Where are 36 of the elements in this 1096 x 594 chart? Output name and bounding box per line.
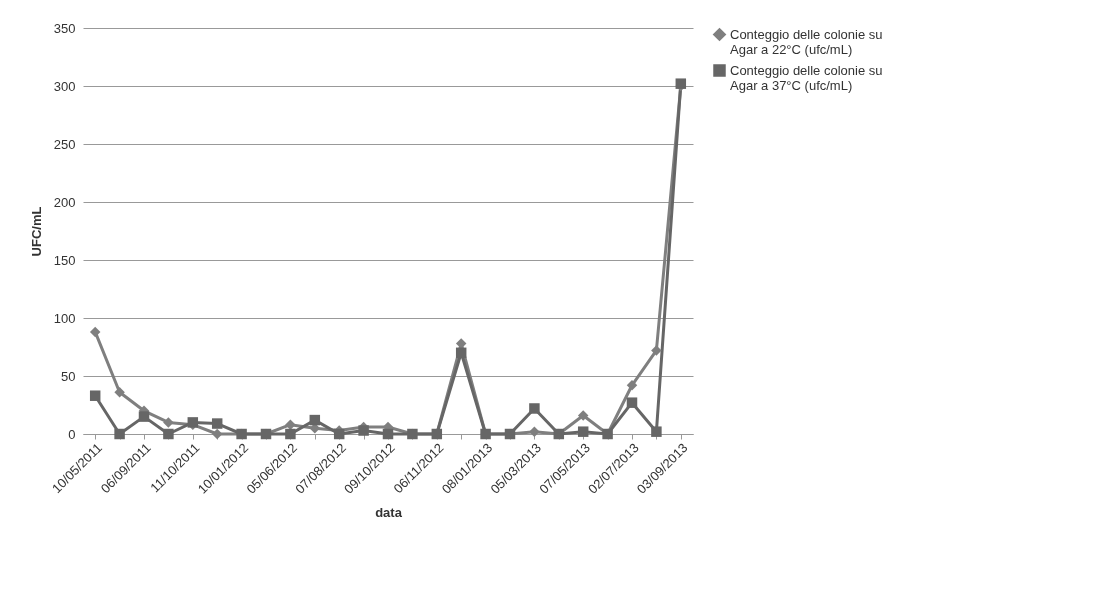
y-axis-title: UFC/mL	[28, 206, 44, 257]
point	[651, 426, 662, 437]
y-tick-label: 250	[53, 136, 76, 152]
y-tick-label: 0	[68, 426, 76, 442]
point	[114, 428, 125, 440]
point	[89, 326, 101, 338]
point	[138, 411, 150, 422]
point	[529, 426, 540, 437]
point	[382, 428, 394, 440]
legend-label: Conteggio delle colonie su Agar a 37°C (ufc/mL)	[730, 62, 883, 93]
y-tick-label: 50	[61, 368, 76, 384]
point	[626, 397, 638, 408]
point	[163, 428, 174, 440]
y-tick-label: 100	[53, 310, 76, 326]
point	[211, 418, 223, 429]
point	[455, 347, 467, 359]
point	[285, 428, 296, 440]
y-tick-label: 200	[53, 194, 76, 210]
point	[163, 417, 174, 428]
point	[285, 419, 296, 430]
x-axis-title: data	[375, 504, 403, 520]
point	[333, 428, 345, 440]
point	[651, 345, 662, 356]
point	[358, 425, 369, 436]
point	[626, 380, 638, 391]
y-tick-label: 350	[53, 20, 76, 36]
point	[529, 403, 540, 414]
y-tick-label: 150	[53, 252, 76, 268]
point	[309, 414, 321, 426]
point	[114, 387, 125, 398]
point	[577, 410, 589, 421]
point	[577, 426, 589, 437]
point	[211, 428, 223, 440]
point	[89, 390, 101, 401]
legend-label: Conteggio delle colonie su Agar a 22°C (ufc/mL)	[730, 26, 883, 57]
y-tick-label: 300	[53, 78, 76, 94]
